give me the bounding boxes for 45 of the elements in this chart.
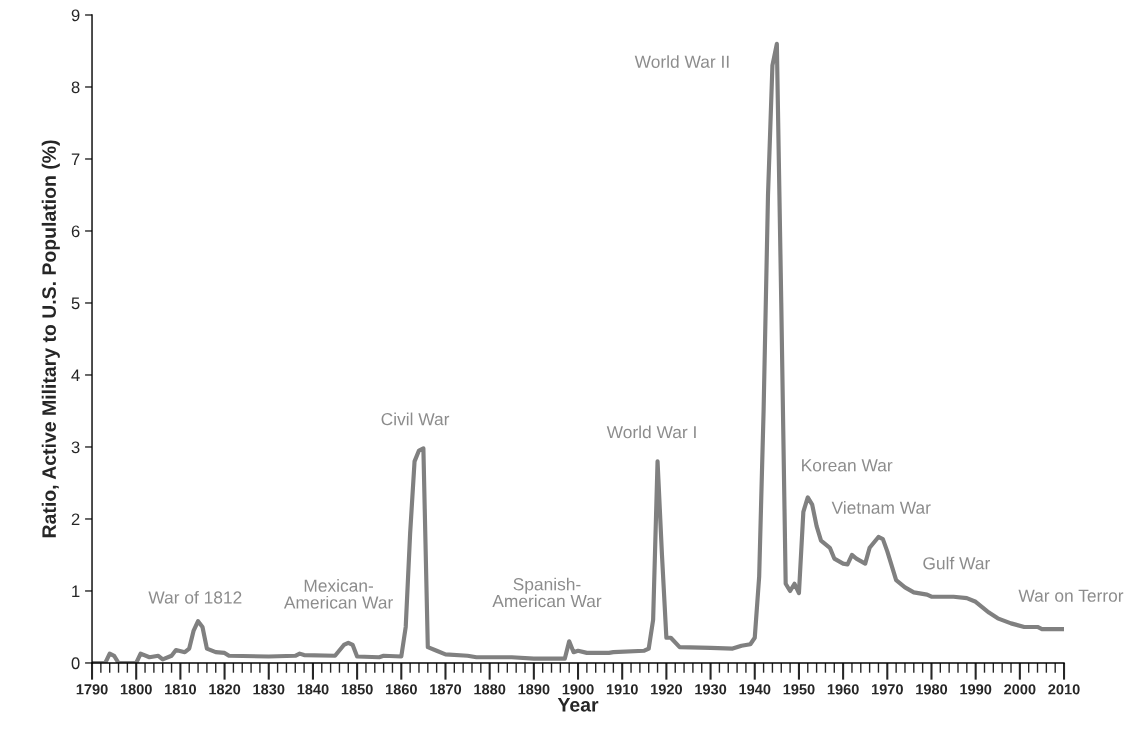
x-tick-label: 2010 xyxy=(1048,684,1080,695)
y-tick-label: 4 xyxy=(71,369,80,382)
x-tick-label: 1940 xyxy=(739,684,771,695)
x-tick-label: 1840 xyxy=(297,684,329,695)
y-tick-label: 5 xyxy=(71,297,80,310)
x-tick-label: 1850 xyxy=(341,684,373,695)
x-axis-title: Year xyxy=(557,698,599,712)
annotation: World War II xyxy=(634,55,729,68)
x-tick-label: 1970 xyxy=(872,684,903,695)
x-tick-label: 1990 xyxy=(960,684,992,695)
annotation: Civil War xyxy=(381,412,450,426)
x-tick-label: 1960 xyxy=(827,684,859,695)
y-tick-label: 2 xyxy=(71,513,80,526)
annotation: Vietnam War xyxy=(831,501,931,514)
x-tick-label: 1980 xyxy=(916,684,948,695)
y-tick-label: 8 xyxy=(71,81,80,94)
x-tick-label: 1930 xyxy=(695,684,727,695)
x-tick-label: 1950 xyxy=(783,684,815,695)
y-tick-label: 0 xyxy=(71,657,80,670)
x-tick-label: 1860 xyxy=(386,684,417,695)
x-tick-label: 1880 xyxy=(474,684,506,695)
x-tick-label: 1810 xyxy=(165,684,197,695)
x-tick-label: 1920 xyxy=(651,684,683,695)
x-tick-label: 1870 xyxy=(430,684,462,695)
x-tick-label: 1820 xyxy=(209,684,241,695)
y-tick-label: 1 xyxy=(72,585,80,598)
y-tick-label: 6 xyxy=(71,225,80,238)
x-tick-label: 1890 xyxy=(518,684,550,695)
annotation: Korean War xyxy=(802,459,893,472)
x-tick-label: 1800 xyxy=(120,684,152,695)
y-tick-label: 7 xyxy=(71,153,80,166)
y-tick-label: 3 xyxy=(71,441,80,454)
x-tick-label: 2000 xyxy=(1004,684,1036,695)
annotation: Spanish- American War xyxy=(492,577,602,608)
x-tick-label: 1900 xyxy=(562,684,594,695)
annotation: War of 1812 xyxy=(148,590,242,604)
x-tick-label: 1830 xyxy=(253,684,285,695)
annotation: World War I xyxy=(606,425,696,439)
x-tick-label: 1910 xyxy=(606,684,638,695)
x-tick-label: 1790 xyxy=(76,684,108,695)
annotation: Mexican- American War xyxy=(283,579,393,609)
y-axis-title: Ratio, Active Military to U.S. Population (%) xyxy=(41,140,60,538)
y-tick-label: 9 xyxy=(71,9,80,22)
annotation: Gulf War xyxy=(923,556,990,570)
annotation: War on Terror xyxy=(1018,589,1124,602)
